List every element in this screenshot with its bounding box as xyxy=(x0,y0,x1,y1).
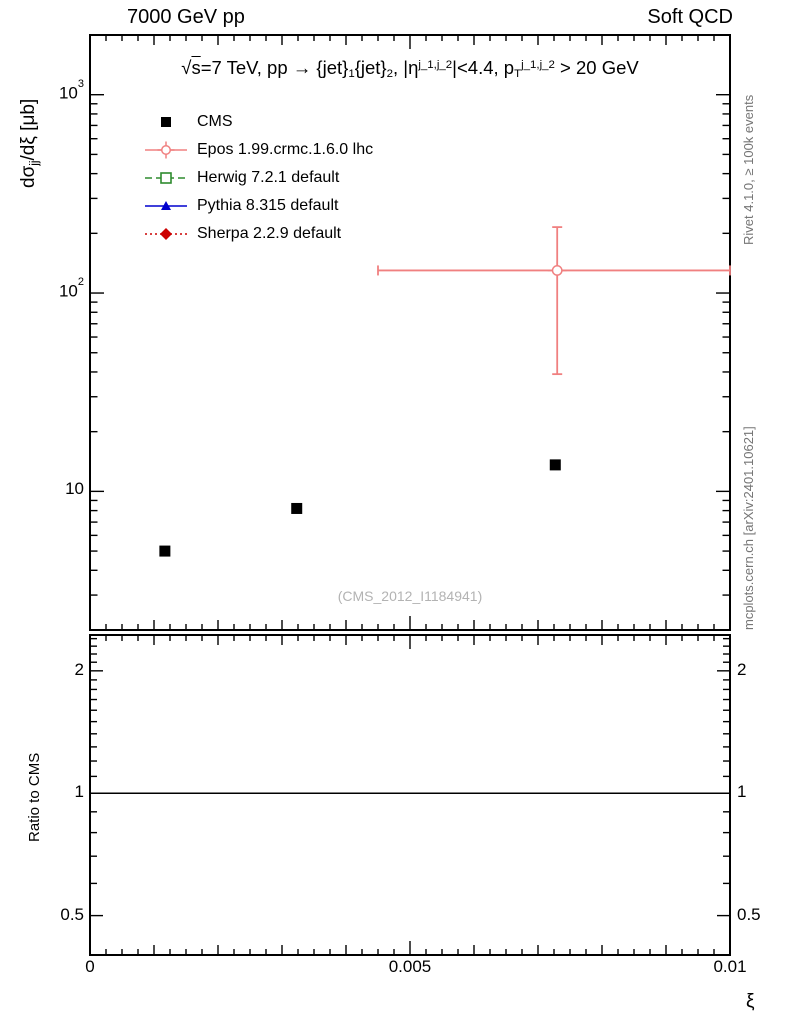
y-tick-label-ratio-right: 2 xyxy=(737,659,747,679)
y-tick-label-main: 103 xyxy=(58,77,84,103)
legend-item-epos: Epos 1.99.crmc.1.6.0 lhc xyxy=(143,136,373,164)
legend-item-label: CMS xyxy=(197,113,233,130)
epos-marker-icon xyxy=(145,141,187,159)
legend-item-label: Herwig 7.2.1 default xyxy=(197,169,340,186)
y-tick-label-ratio-right: 1 xyxy=(737,782,747,802)
sherpa-marker-icon xyxy=(145,228,187,240)
legend-item-sherpa: Sherpa 2.2.9 default xyxy=(143,220,373,248)
legend-item-label: Epos 1.99.crmc.1.6.0 lhc xyxy=(197,141,374,158)
y-tick-label-ratio-left: 2 xyxy=(74,659,84,679)
y-tick-label-ratio-right: 0.5 xyxy=(737,904,761,924)
y-tick-label-ratio-left: 0.5 xyxy=(60,904,84,924)
x-tick-label: 0.005 xyxy=(388,957,432,976)
beam-energy-label: 7000 GeV pp xyxy=(127,6,245,28)
legend-item-label: Pythia 8.315 default xyxy=(197,197,339,214)
legend: CMS Epos 1.99.crmc.1.6.0 lhc Herwig 7.2.1 … xyxy=(143,108,373,248)
mcplots-attribution-label: mcplots.cern.ch [arXiv:2401.10621] xyxy=(741,426,756,630)
process-group-label: Soft QCD xyxy=(647,6,733,28)
legend-item-herwig: Herwig 7.2.1 default xyxy=(143,164,373,192)
x-axis-label: ξ xyxy=(746,991,755,1012)
herwig-marker-icon xyxy=(145,172,187,184)
rivet-version-label: Rivet 4.1.0, ≥ 100k events xyxy=(741,94,756,245)
x-tick-label: 0.01 xyxy=(713,957,747,976)
cms-marker-icon xyxy=(161,117,171,127)
legend-item-cms: CMS xyxy=(143,108,373,136)
analysis-id-watermark: (CMS_2012_I1184941) xyxy=(337,588,483,604)
y-tick-label-ratio-left: 1 xyxy=(74,782,84,802)
y-axis-label-main: dσjj/dξ [μb] xyxy=(18,98,41,188)
y-tick-label-main: 102 xyxy=(58,276,84,301)
plot-title: √s=7 TeV, pp → {jet}1{jet}2, |ηj_1,j_2|<… xyxy=(181,57,639,81)
pythia-marker-icon xyxy=(145,201,187,210)
y-tick-label-main: 10 xyxy=(65,479,84,499)
axis-ticks xyxy=(89,34,731,954)
legend-item-label: Sherpa 2.2.9 default xyxy=(197,225,342,242)
x-tick-label: 0 xyxy=(85,957,95,976)
legend-item-pythia: Pythia 8.315 default xyxy=(143,192,373,220)
series-epos xyxy=(377,226,731,376)
plot-frames xyxy=(89,34,731,956)
series-cms xyxy=(159,459,561,557)
